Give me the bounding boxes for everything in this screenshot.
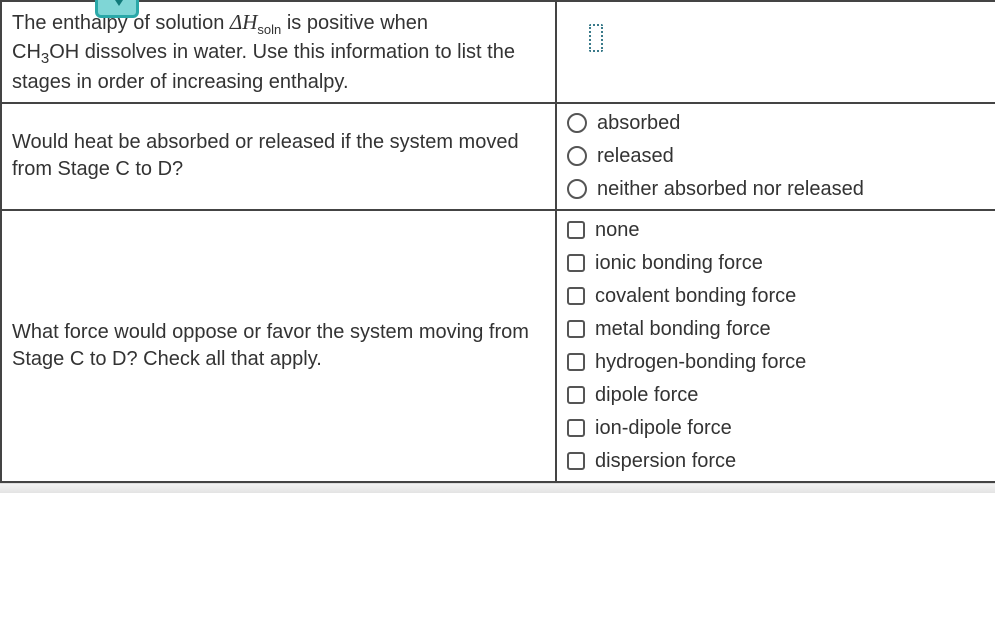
a1-cell: [556, 1, 995, 103]
radio-option-released[interactable]: released: [567, 145, 985, 168]
q2-cell: Would heat be absorbed or released if th…: [1, 103, 556, 210]
radio-icon: [567, 179, 587, 199]
checkbox-label: metal bonding force: [595, 318, 771, 341]
question-table: The enthalpy of solution ΔHsoln is posit…: [0, 0, 995, 483]
checkbox-label: dipole force: [595, 384, 698, 407]
checkbox-icon: [567, 353, 585, 371]
q1-text-mid: is positive when: [281, 12, 428, 34]
radio-icon: [567, 113, 587, 133]
checkbox-option-dipole[interactable]: dipole force: [567, 384, 985, 407]
ch3oh-rest: OH dissolves in water. Use this informat…: [12, 41, 515, 93]
checkbox-label: ionic bonding force: [595, 252, 763, 275]
checkbox-icon: [567, 452, 585, 470]
checkbox-icon: [567, 419, 585, 437]
delta-symbol: Δ: [230, 10, 242, 34]
q2-text: Would heat be absorbed or released if th…: [12, 129, 545, 183]
drag-down-badge[interactable]: [95, 0, 139, 18]
checkbox-icon: [567, 287, 585, 305]
a3-cell: none ionic bonding force covalent bondin…: [556, 210, 995, 482]
checkbox-option-ion-dipole[interactable]: ion-dipole force: [567, 417, 985, 440]
checkbox-icon: [567, 254, 585, 272]
checkbox-label: dispersion force: [595, 450, 736, 473]
checkbox-option-metal[interactable]: metal bonding force: [567, 318, 985, 341]
checkbox-label: covalent bonding force: [595, 285, 796, 308]
q1-cell: The enthalpy of solution ΔHsoln is posit…: [1, 1, 556, 103]
checkbox-label: ion-dipole force: [595, 417, 732, 440]
radio-option-absorbed[interactable]: absorbed: [567, 112, 985, 135]
a2-cell: absorbed released neither absorbed nor r…: [556, 103, 995, 210]
checkbox-label: hydrogen-bonding force: [595, 351, 806, 374]
footer-strip: [0, 483, 995, 493]
radio-option-neither[interactable]: neither absorbed nor released: [567, 178, 985, 201]
radio-icon: [567, 146, 587, 166]
checkbox-option-none[interactable]: none: [567, 219, 985, 242]
checkbox-icon: [567, 221, 585, 239]
ch3oh-ch: CH: [12, 41, 41, 63]
radio-label: neither absorbed nor released: [597, 178, 864, 201]
checkbox-option-ionic[interactable]: ionic bonding force: [567, 252, 985, 275]
checkbox-icon: [567, 320, 585, 338]
checkbox-icon: [567, 386, 585, 404]
answer-input-placeholder[interactable]: [589, 24, 603, 52]
checkbox-label: none: [595, 219, 640, 242]
q2-options: absorbed released neither absorbed nor r…: [567, 112, 985, 201]
checkbox-option-dispersion[interactable]: dispersion force: [567, 450, 985, 473]
radio-label: released: [597, 145, 674, 168]
q3-text: What force would oppose or favor the sys…: [12, 319, 545, 373]
q1-text: The enthalpy of solution ΔHsoln is posit…: [12, 8, 545, 96]
q3-options: none ionic bonding force covalent bondin…: [567, 219, 985, 473]
checkbox-option-hydrogen[interactable]: hydrogen-bonding force: [567, 351, 985, 374]
checkbox-option-covalent[interactable]: covalent bonding force: [567, 285, 985, 308]
soln-subscript: soln: [257, 22, 281, 37]
q3-cell: What force would oppose or favor the sys…: [1, 210, 556, 482]
radio-label: absorbed: [597, 112, 680, 135]
H-symbol: H: [242, 10, 257, 34]
ch3oh-3: 3: [41, 50, 49, 67]
